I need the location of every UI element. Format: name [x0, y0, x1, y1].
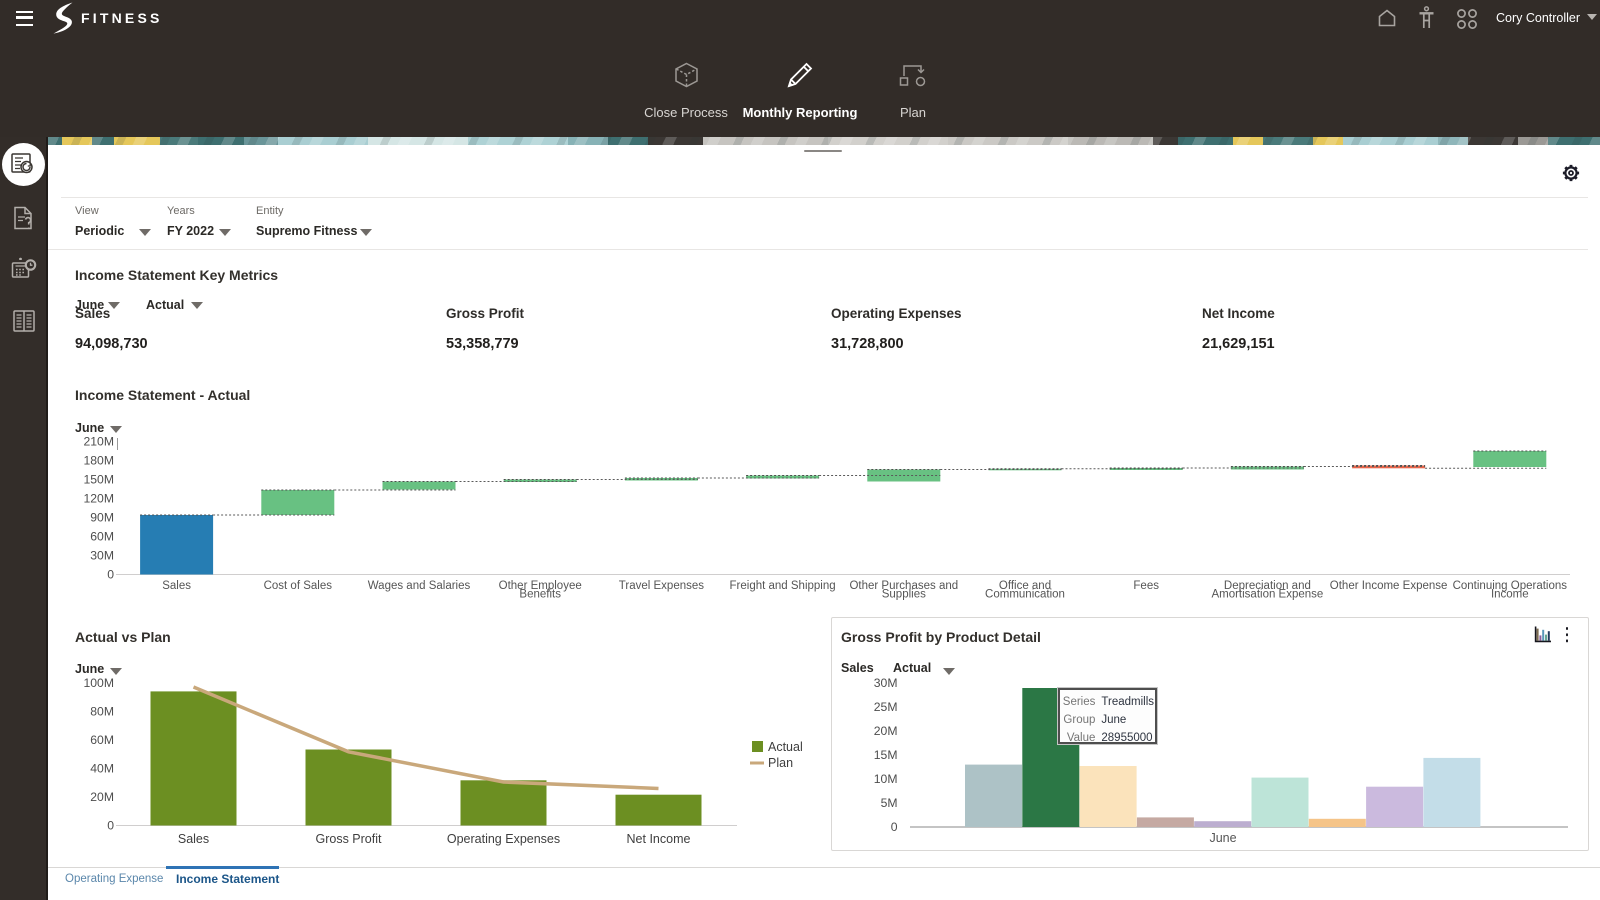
svg-text:Freight and Shipping: Freight and Shipping — [730, 580, 836, 592]
svg-text:Continuing Operations: Continuing Operations — [1453, 580, 1568, 592]
svg-text:Actual: Actual — [768, 740, 803, 754]
svg-text:10M: 10M — [874, 772, 898, 786]
svg-text:Travel Expenses: Travel Expenses — [619, 580, 704, 592]
svg-text:Communication: Communication — [985, 589, 1065, 601]
svg-text:Office and: Office and — [999, 580, 1051, 592]
svg-text:Income: Income — [1491, 589, 1529, 601]
svg-text:30M: 30M — [90, 549, 114, 563]
svg-text:60M: 60M — [90, 733, 114, 747]
svg-text:0: 0 — [107, 568, 114, 582]
svg-text:Operating Expenses: Operating Expenses — [447, 832, 560, 846]
svg-text:25M: 25M — [874, 700, 898, 714]
svg-text:Sales: Sales — [178, 832, 209, 846]
svg-text:15M: 15M — [874, 748, 898, 762]
svg-text:Plan: Plan — [768, 756, 793, 770]
svg-text:Depreciation and: Depreciation and — [1224, 580, 1311, 592]
svg-text:60M: 60M — [90, 530, 114, 544]
svg-text:100M: 100M — [84, 676, 115, 690]
svg-text:0: 0 — [107, 819, 114, 833]
svg-text:Other Income Expense: Other Income Expense — [1330, 580, 1448, 592]
svg-text:Wages and Salaries: Wages and Salaries — [368, 580, 471, 592]
svg-text:Sales: Sales — [162, 580, 191, 592]
svg-text:150M: 150M — [84, 473, 115, 487]
svg-text:90M: 90M — [90, 511, 114, 525]
svg-text:180M: 180M — [84, 454, 115, 468]
svg-text:Benefits: Benefits — [519, 589, 561, 601]
svg-text:June: June — [1209, 831, 1236, 845]
svg-text:0: 0 — [891, 820, 898, 834]
svg-text:Net Income: Net Income — [627, 832, 691, 846]
svg-text:30M: 30M — [874, 676, 898, 690]
svg-text:80M: 80M — [90, 705, 114, 719]
svg-text:Fees: Fees — [1133, 580, 1159, 592]
svg-text:Supplies: Supplies — [882, 589, 926, 601]
svg-text:Amortisation Expense: Amortisation Expense — [1211, 589, 1323, 601]
svg-text:210M: 210M — [84, 435, 115, 449]
svg-text:20M: 20M — [90, 790, 114, 804]
svg-text:Other Employee: Other Employee — [499, 580, 582, 592]
svg-text:Gross Profit: Gross Profit — [316, 832, 383, 846]
svg-text:5M: 5M — [881, 796, 898, 810]
svg-text:40M: 40M — [90, 762, 114, 776]
svg-text:Other Purchases and: Other Purchases and — [849, 580, 958, 592]
svg-text:120M: 120M — [84, 492, 115, 506]
svg-text:20M: 20M — [874, 724, 898, 738]
svg-text:Cost of Sales: Cost of Sales — [264, 580, 333, 592]
